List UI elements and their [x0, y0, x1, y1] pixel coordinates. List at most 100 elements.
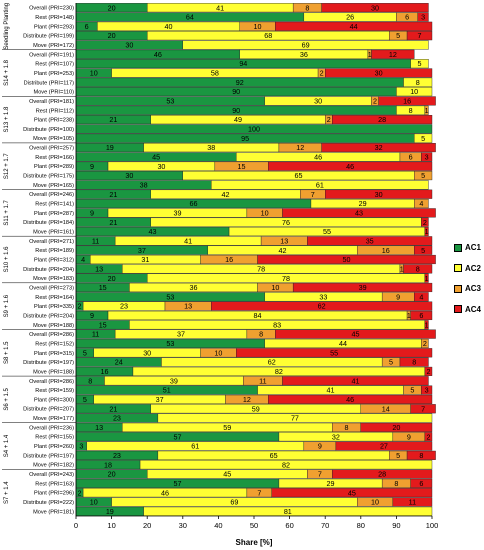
bar-ac4	[321, 3, 429, 13]
bar-value-label: 41	[327, 386, 335, 395]
bar-value-label: 16	[403, 97, 411, 106]
bar-value-label: 38	[207, 143, 215, 152]
bar-value-label: 40	[165, 22, 173, 31]
legend-swatch-ac4	[454, 305, 462, 313]
category-label: Move (PRI=188)	[33, 323, 74, 329]
bar-value-label: 41	[351, 376, 359, 385]
category-label: Overall (PRI=243)	[29, 472, 74, 478]
bar-ac2	[414, 133, 433, 143]
x-tick-label: 20	[143, 521, 151, 530]
bar-value-label: 15	[238, 162, 246, 171]
bar-value-label: 8	[416, 78, 420, 87]
bar-value-label: 1	[425, 106, 429, 115]
bar-value-label: 3	[425, 153, 429, 162]
category-label: Rest (PRI=148)	[35, 15, 74, 21]
bar-value-label: 84	[254, 311, 262, 320]
category-label: Distribute (PRI=207)	[23, 407, 74, 413]
category-label: Distribute (PRI=100)	[23, 127, 74, 133]
bar-value-label: 69	[302, 41, 310, 50]
bar-value-label: 20	[108, 470, 116, 479]
bar-value-label: 6	[409, 153, 413, 162]
bar-value-label: 1	[368, 50, 372, 59]
legend-swatch-ac3	[454, 284, 462, 293]
bar-value-label: 58	[211, 69, 219, 78]
bar-ac3	[424, 105, 429, 115]
bar-value-label: 7	[421, 404, 425, 413]
bar-value-label: 30	[371, 3, 379, 12]
bar-value-label: 62	[268, 358, 276, 367]
category-label: Overall (PRI=230)	[29, 6, 74, 12]
category-label: Distribute (PRI=175)	[23, 174, 74, 180]
bar-ac4	[424, 432, 433, 442]
bar-value-label: 59	[223, 423, 231, 432]
bar-value-label: 64	[186, 13, 194, 22]
bar-value-label: 8	[88, 376, 92, 385]
bar-value-label: 9	[90, 311, 94, 320]
bar-value-label: 11	[92, 330, 99, 339]
x-tick-label: 70	[321, 521, 329, 530]
bar-ac4	[235, 348, 433, 358]
bar-value-label: 37	[177, 330, 185, 339]
bar-value-label: 44	[350, 22, 358, 31]
bar-ac2	[410, 59, 429, 69]
bar-value-label: 8	[259, 330, 263, 339]
bar-value-label: 8	[305, 3, 309, 12]
bar-value-label: 32	[375, 143, 383, 152]
bar-value-label: 35	[366, 236, 374, 245]
bar-ac4	[424, 366, 433, 376]
x-tick-label: 50	[250, 521, 258, 530]
x-tick-label: 0	[74, 521, 78, 530]
bar-ac4	[332, 115, 433, 125]
bar-ac4	[307, 236, 433, 246]
bar-value-label: 23	[120, 302, 128, 311]
bar-ac4	[403, 264, 433, 274]
group-label: S11 + 1.7	[4, 200, 10, 226]
bar-value-label: 2	[373, 97, 377, 106]
bar-value-label: 4	[419, 292, 423, 301]
bar-value-label: 61	[191, 442, 199, 451]
bar-value-label: 36	[300, 50, 308, 59]
bar-value-label: 9	[90, 162, 94, 171]
bar-ac3	[414, 198, 429, 209]
bar-value-label: 32	[332, 432, 340, 441]
bar-value-label: 11	[92, 236, 99, 245]
bar-value-label: 13	[95, 423, 103, 432]
category-label: Overall (PRI=286)	[29, 379, 74, 385]
bar-value-label: 2	[78, 488, 82, 497]
category-label: Overall (PRI=236)	[29, 425, 74, 431]
bar-ac4	[360, 422, 433, 432]
bar-ac4	[332, 469, 433, 479]
legend-item-ac1: AC1	[454, 242, 484, 253]
bar-value-label: 14	[382, 404, 390, 413]
bar-value-label: 41	[216, 3, 224, 12]
bar-value-label: 2	[423, 218, 427, 227]
x-tick-label: 40	[214, 521, 222, 530]
bar-value-label: 2	[78, 302, 82, 311]
bar-ac4	[282, 208, 436, 218]
bar-value-label: 6	[419, 479, 423, 488]
bar-value-label: 2	[426, 432, 430, 441]
category-label: Rest (PRI=152)	[35, 341, 74, 347]
bar-value-label: 6	[85, 22, 89, 31]
x-tick-label: 100	[426, 521, 439, 530]
category-label: Plant (PRI=287)	[34, 211, 74, 217]
bar-value-label: 10	[90, 498, 98, 507]
bar-value-label: 8	[394, 479, 398, 488]
category-label: Distribute (PRI=222)	[23, 500, 74, 506]
category-label: Plant (PRI=335)	[34, 304, 74, 310]
bar-value-label: 94	[239, 59, 247, 68]
bar-value-label: 5	[83, 348, 87, 357]
legend-item-ac4: AC4	[454, 304, 484, 315]
legend-swatch-ac2	[454, 264, 462, 272]
bar-value-label: 3	[79, 442, 83, 451]
bar-value-label: 100	[248, 125, 260, 134]
bar-value-label: 45	[351, 330, 359, 339]
bar-value-label: 5	[83, 395, 87, 404]
bar-value-label: 46	[314, 153, 322, 162]
bar-value-label: 28	[378, 470, 386, 479]
bar-value-label: 31	[141, 255, 149, 264]
bar-ac4	[410, 478, 433, 488]
bar-value-label: 76	[282, 218, 290, 227]
bar-value-label: 78	[257, 264, 265, 273]
